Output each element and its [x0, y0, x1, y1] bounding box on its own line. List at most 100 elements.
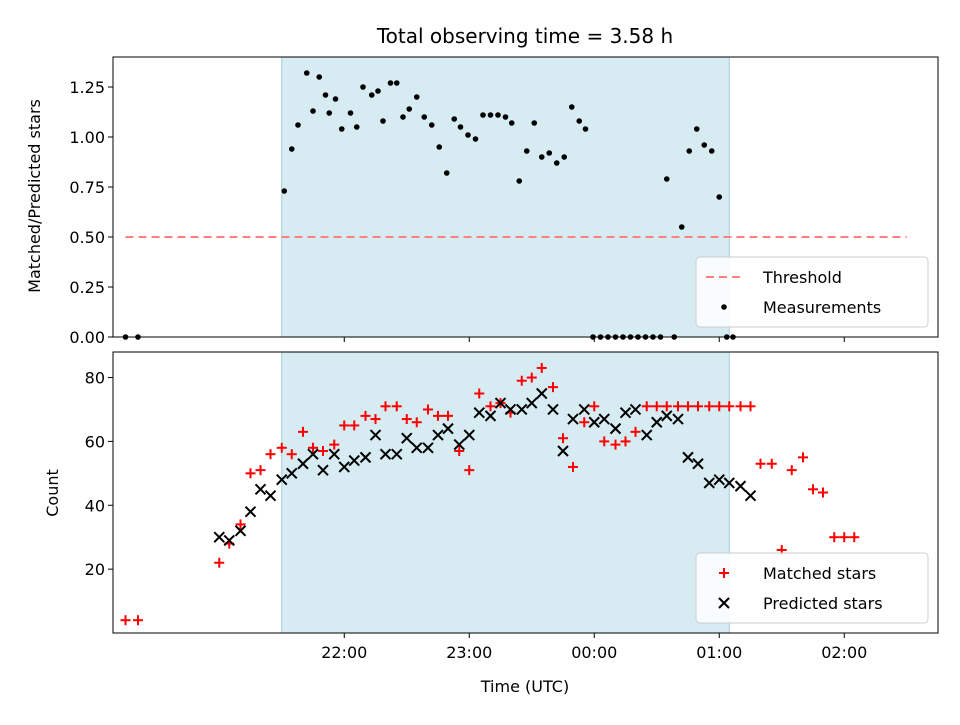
measurement-point — [310, 108, 316, 114]
measurement-point — [281, 188, 288, 194]
predicted-star-point — [223, 534, 235, 547]
x-b — [557, 445, 569, 457]
matched-star-point — [286, 449, 297, 460]
matched-star-point — [610, 439, 621, 450]
predicted-star-point — [276, 474, 288, 486]
predicted-star-point — [286, 467, 298, 480]
measurement-point — [347, 110, 354, 116]
predicted-star-point — [422, 442, 434, 454]
panel-frame — [112, 351, 939, 634]
x-b — [391, 448, 403, 460]
predicted-star-point — [723, 477, 735, 489]
predicted-star-point — [379, 448, 392, 460]
predicted-star-point — [264, 489, 277, 502]
predicted-star-point — [213, 531, 225, 543]
y-tick-label: 0.50 — [69, 228, 105, 247]
x-b — [734, 480, 747, 492]
matched-star-point — [589, 401, 600, 412]
matched-star-point — [423, 404, 433, 415]
x-b — [609, 422, 622, 435]
predicted-star-point — [598, 413, 610, 425]
predicted-star-point — [703, 477, 715, 489]
matched-star-point — [693, 401, 703, 412]
measurement-point — [480, 112, 486, 118]
predicted-star-point — [494, 397, 507, 409]
x-b — [547, 403, 559, 416]
x-b — [744, 489, 757, 502]
matched-star-point — [673, 401, 683, 412]
matched-star-point — [370, 414, 381, 425]
measurement-point — [393, 80, 400, 86]
panel-frame — [112, 56, 939, 338]
legend-marker-measurements — [721, 304, 727, 310]
x-b — [297, 458, 309, 470]
legend-box — [695, 552, 929, 624]
measurement-point — [531, 120, 538, 126]
predicted-star-point — [516, 403, 528, 416]
x-b — [692, 458, 704, 470]
x-tick-label: 00:00 — [571, 643, 617, 662]
predicted-star-point — [391, 448, 403, 460]
measurement-point — [663, 176, 670, 182]
y-tick-label: 0.00 — [69, 328, 105, 347]
matched-star-point — [558, 433, 568, 444]
x-b — [442, 422, 454, 435]
predicted-star-point — [609, 422, 622, 435]
predicted-star-point — [473, 406, 485, 419]
measurement-point — [538, 154, 545, 160]
matched-star-point — [329, 439, 340, 450]
x-b — [567, 413, 579, 425]
predicted-star-point — [547, 403, 559, 416]
matched-star-point — [433, 410, 443, 421]
matched-star-point — [464, 465, 475, 476]
predicted-star-point — [536, 387, 548, 400]
measurement-point — [516, 178, 523, 184]
predicted-star-point — [297, 458, 309, 470]
measurement-point — [353, 124, 360, 130]
matched-star-point — [651, 401, 662, 412]
legend-label: Threshold — [762, 268, 842, 287]
plot-layer: 0.00 0.25 0.50 0.75 1.00 1.25 Threshold Measure… — [69, 56, 939, 662]
predicted-star-point — [619, 406, 632, 419]
x-b — [536, 387, 548, 400]
matched-star-point — [308, 442, 318, 453]
x-b — [598, 413, 610, 425]
matched-star-point — [318, 445, 328, 456]
measurement-point — [678, 224, 685, 230]
x-b — [682, 451, 694, 464]
predicted-star-point — [348, 454, 360, 467]
predicted-star-point — [578, 403, 590, 416]
predicted-star-point — [692, 458, 704, 470]
x-b — [223, 534, 235, 547]
matched-star-point — [349, 420, 360, 431]
y-tick-label: 40 — [85, 496, 105, 515]
matched-star-point — [808, 484, 818, 495]
measurement-point — [465, 132, 471, 138]
measurement-point — [495, 112, 501, 118]
predicted-star-point — [463, 429, 475, 441]
measurement-point — [443, 170, 450, 176]
y-tick-label: 1.00 — [69, 128, 105, 147]
matched-star-point — [265, 449, 276, 460]
x-b — [264, 489, 277, 502]
x-b — [379, 448, 392, 460]
predicted-star-point — [484, 410, 497, 422]
matched-star-point — [548, 382, 558, 393]
predicted-star-point — [317, 464, 329, 476]
matched-star-point — [661, 401, 672, 412]
y-tick-label: 60 — [85, 432, 105, 451]
measurement-point — [716, 194, 723, 200]
matched-star-point — [818, 487, 828, 498]
predicted-star-point — [254, 483, 267, 496]
measurement-point — [303, 70, 310, 76]
matched-star-point — [568, 461, 578, 472]
measurement-point — [686, 148, 693, 154]
matched-star-point — [391, 401, 402, 412]
measurement-point — [582, 126, 589, 132]
predicted-star-point — [629, 403, 642, 416]
x-b — [286, 467, 298, 480]
matched-star-point — [829, 532, 840, 543]
x-axis-label: Time (UTC) — [480, 677, 569, 696]
measurement-point — [428, 122, 435, 128]
predicted-star-point — [234, 525, 247, 537]
